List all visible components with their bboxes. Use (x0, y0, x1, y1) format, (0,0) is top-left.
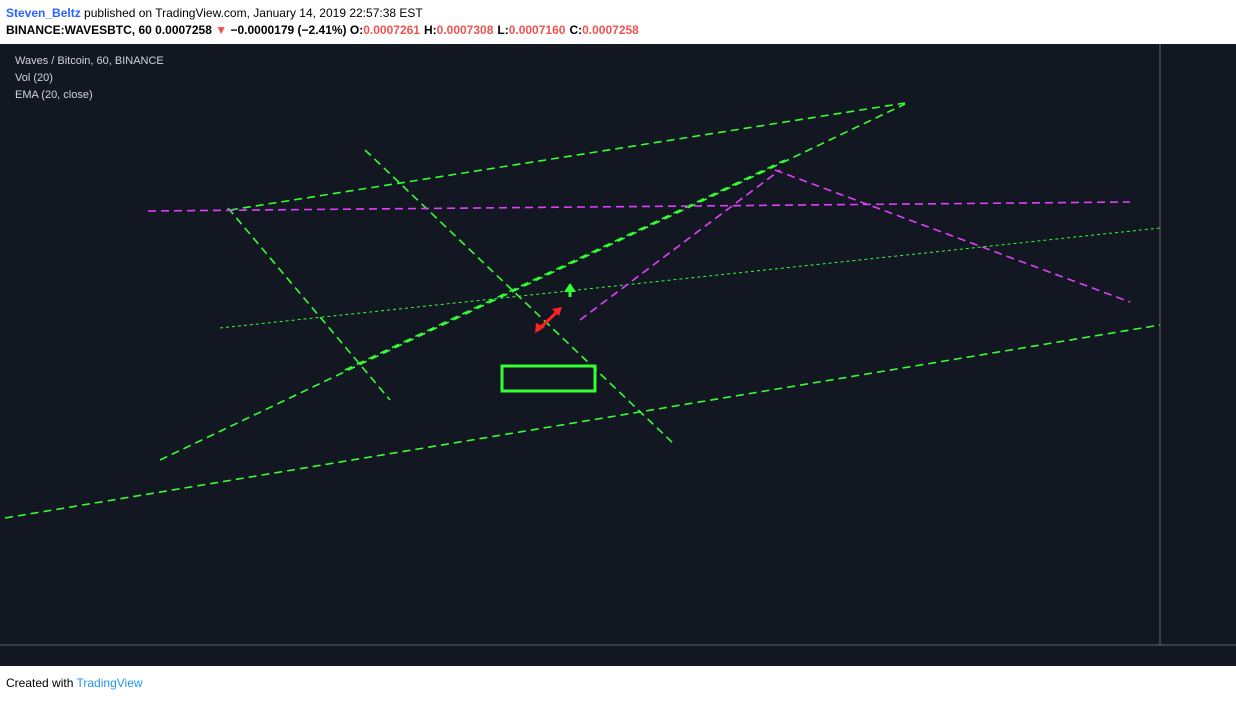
ohlc-value: 0.0007160 (508, 23, 566, 37)
legend-vol: Vol (20) (15, 72, 53, 84)
up-arrow (564, 283, 576, 297)
footer: Created with TradingView (6, 676, 143, 690)
trend-line (219, 227, 1161, 329)
trend-line (147, 201, 1131, 212)
trend-line (229, 102, 906, 211)
ohlc-key: H: (423, 23, 437, 37)
trend-line (159, 103, 906, 461)
chart: Waves / Bitcoin, 60, BINANCE Vol (20) EM… (0, 44, 1236, 666)
publish-line: Steven_Beltz published on TradingView.co… (6, 6, 423, 20)
arrow: ▼ (215, 23, 228, 37)
trend-line (4, 324, 1161, 519)
trend-line (774, 169, 1131, 303)
highlight-box (500, 364, 597, 393)
legend-main: Waves / Bitcoin, 60, BINANCE (15, 55, 164, 67)
price: 0.0007258 (155, 23, 212, 37)
drawings (4, 102, 1161, 519)
ohlc-key: L: (497, 23, 509, 37)
brand[interactable]: TradingView (76, 676, 143, 690)
author[interactable]: Steven_Beltz (6, 6, 81, 20)
symbol: BINANCE:WAVESBTC, 60 (6, 23, 152, 37)
trend-line (227, 207, 391, 401)
change: −0.0000179 (−2.41%) (230, 23, 347, 37)
symbol-line: BINANCE:WAVESBTC, 60 0.0007258 ▼ −0.0000… (6, 23, 643, 37)
ohlc-value: 0.0007308 (436, 23, 494, 37)
created: Created with (6, 676, 74, 690)
trend-line (344, 159, 786, 371)
ohlc-key: O: (349, 23, 364, 37)
ohlc: O:0.0007261 H:0.0007308 L:0.0007160 C:0.000… (350, 23, 643, 37)
ohlc-key: C: (569, 23, 583, 37)
published: published on TradingView.com, January 14… (84, 6, 423, 20)
ohlc-value: 0.0007261 (363, 23, 420, 37)
trend-line (364, 149, 676, 446)
double-arrow (535, 307, 562, 333)
legend-ema: EMA (20, close) (15, 89, 93, 101)
background (0, 44, 1236, 666)
trend-line (579, 169, 781, 321)
ohlc-value: 0.0007258 (582, 23, 639, 37)
